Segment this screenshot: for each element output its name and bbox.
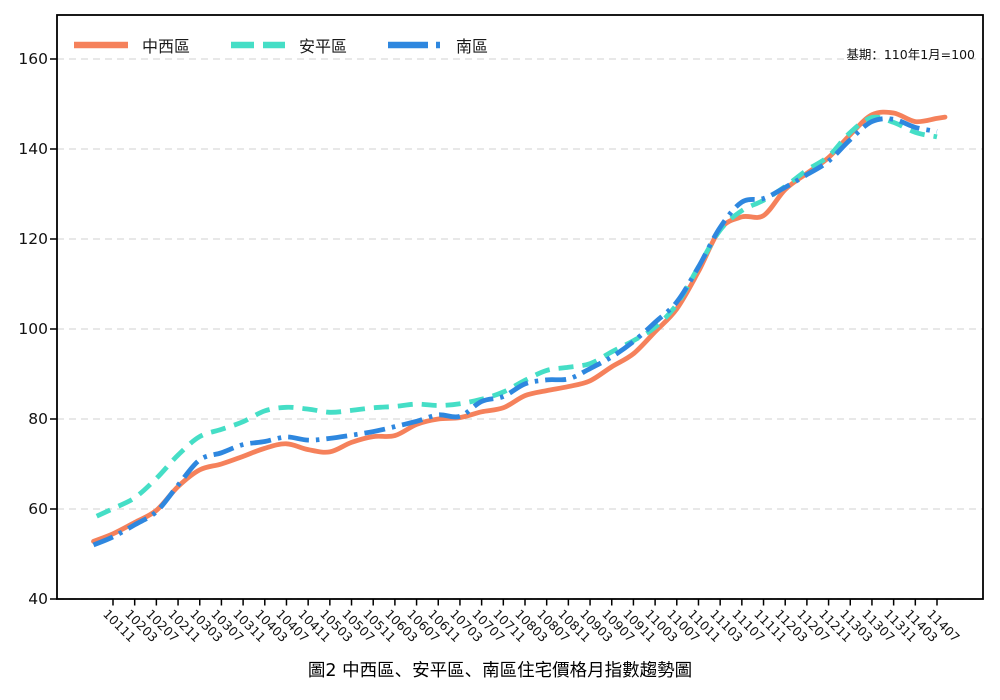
legend-item-anping: 安平區: [230, 33, 347, 57]
legend-swatch-dashed-icon: [231, 41, 286, 49]
y-axis-tick-label: 120: [18, 230, 48, 248]
y-axis-tick-label: 40: [28, 590, 48, 608]
y-axis-tick-label: 140: [18, 140, 48, 158]
y-axis-tick-label: 60: [28, 500, 48, 518]
chart-title: 圖2 中西區、安平區、南區住宅價格月指數趨勢圖: [307, 661, 693, 681]
legend-label: 中西區: [142, 37, 191, 56]
legend-swatch-dashdot-icon: [388, 41, 443, 49]
y-axis-tick-label: 100: [18, 320, 48, 338]
legend-swatch-solid-icon: [74, 41, 128, 49]
series-line-中西區: [91, 109, 948, 544]
series-line-安平區: [95, 114, 938, 519]
legend: 中西區 安平區 南區: [73, 33, 528, 57]
legend-label: 南區: [456, 37, 489, 56]
legend-label: 安平區: [299, 37, 348, 56]
y-axis-tick-label: 160: [18, 50, 48, 68]
base-period-annotation: 基期：110年1月=100: [846, 47, 975, 62]
series-line-南區: [92, 116, 938, 548]
y-axis-tick-label: 80: [28, 410, 48, 428]
plot-border: [56, 14, 984, 600]
legend-item-zhongxi: 中西區: [73, 33, 190, 57]
legend-item-nan: 南區: [387, 33, 488, 57]
